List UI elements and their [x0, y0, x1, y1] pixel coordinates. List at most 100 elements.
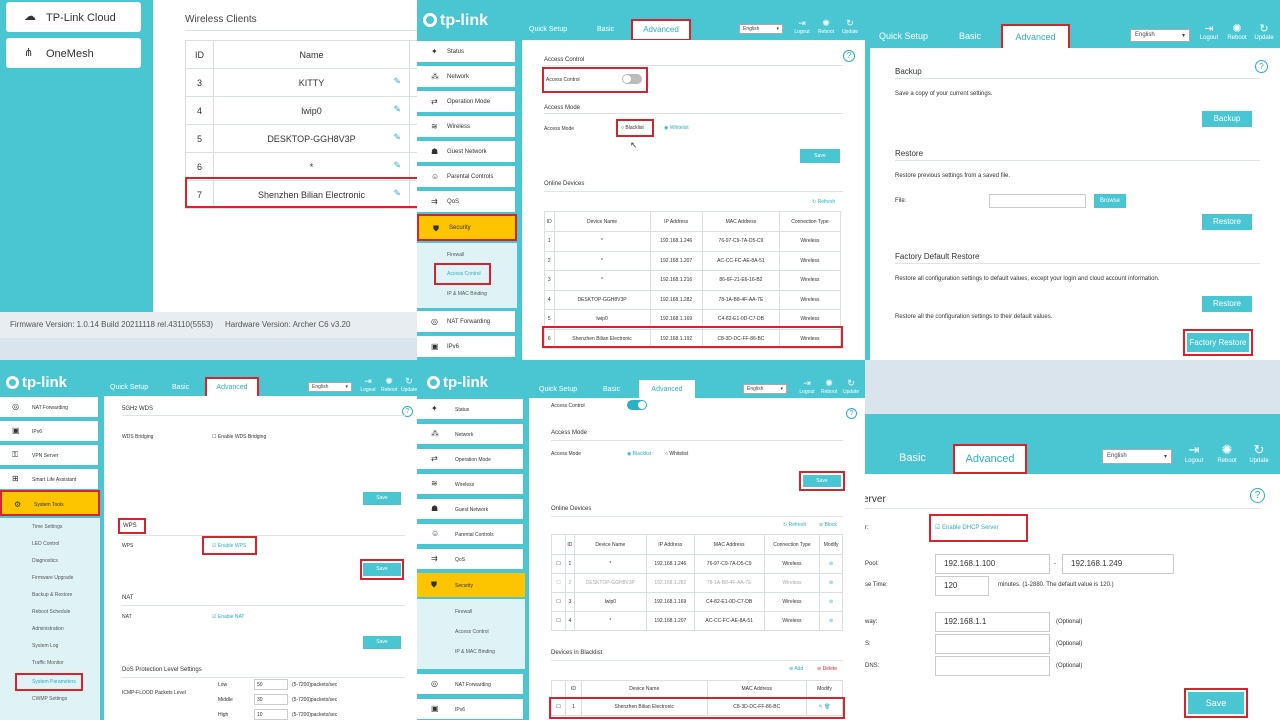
sidebar-item-guest-network[interactable]: ☗ Guest Network: [417, 499, 523, 519]
block-icon[interactable]: ⊘: [819, 611, 843, 631]
tab-advanced[interactable]: Advanced: [1001, 24, 1070, 50]
edit-icon[interactable]: ✎: [818, 703, 823, 710]
block-icon[interactable]: ⊘: [819, 573, 843, 593]
sidebar-item-qos[interactable]: ⇉ QoS: [417, 191, 515, 212]
help-icon[interactable]: ?: [843, 50, 855, 62]
sidebar-item-status[interactable]: ✦ Status: [417, 41, 515, 62]
reboot-button[interactable]: ✺ Reboot: [817, 18, 835, 35]
submenu-administration[interactable]: Administration: [32, 626, 64, 632]
submenu-firmware-upgrade[interactable]: Firmware Upgrade: [32, 575, 74, 581]
add-button[interactable]: ⊕ Add: [789, 666, 804, 672]
tab-basic[interactable]: Basic: [959, 31, 982, 41]
icmp-middle-input[interactable]: 30: [254, 694, 288, 705]
tab-basic[interactable]: Basic: [603, 386, 621, 393]
language-select[interactable]: English ▾: [743, 384, 787, 394]
sidebar-item-wireless[interactable]: ≋ Wireless: [417, 474, 523, 494]
language-select[interactable]: English ▾: [1102, 449, 1172, 464]
sidebar-item-operation-mode[interactable]: ⇄ Operation Mode: [417, 91, 515, 112]
tab-basic[interactable]: Basic: [597, 26, 615, 33]
pool-start-input[interactable]: 192.168.1.100: [935, 554, 1050, 574]
sidebar-item-wireless[interactable]: ≋ Wireless: [417, 116, 515, 137]
pool-end-input[interactable]: 192.168.1.249: [1062, 554, 1174, 574]
help-icon[interactable]: ?: [1250, 488, 1265, 503]
tab-basic[interactable]: Basic: [899, 452, 926, 464]
language-select[interactable]: English ▾: [739, 24, 783, 34]
submenu-cwmp-settings[interactable]: CWMP Settings: [32, 696, 68, 702]
save-button-wds[interactable]: Save: [363, 492, 401, 505]
tab-quick-setup[interactable]: Quick Setup: [529, 26, 568, 33]
update-button[interactable]: ↻ Update: [841, 18, 859, 35]
submenu-traffic-monitor[interactable]: Traffic Monitor: [32, 660, 64, 666]
submenu-access-control[interactable]: Access Control: [455, 629, 489, 635]
blacklist-radio[interactable]: ○ Blacklist: [621, 125, 644, 131]
onemesh-button[interactable]: ⋔ OneMesh: [6, 38, 141, 68]
sidebar-item-qos[interactable]: ⇉ QoS: [417, 549, 523, 569]
edit-icon[interactable]: ✎: [393, 104, 401, 114]
block-icon[interactable]: ⊘: [819, 554, 843, 574]
sidebar-item-nat-forwarding[interactable]: ◎ NAT Forwarding: [0, 397, 98, 417]
tab-quick-setup[interactable]: Quick Setup: [539, 386, 578, 393]
access-control-toggle[interactable]: [627, 400, 647, 410]
wds-checkbox[interactable]: ☐ Enable WDS Bridging: [212, 434, 267, 440]
logout-button[interactable]: ⇥ Logout: [799, 378, 815, 395]
submenu-system-log[interactable]: System Log: [32, 643, 59, 649]
sidebar-item-operation-mode[interactable]: ⇄ Operation Mode: [417, 449, 523, 469]
logout-button[interactable]: ⇥ Logout: [794, 18, 810, 35]
sidebar-item-network[interactable]: ⁂ Network: [417, 424, 523, 444]
help-icon[interactable]: ?: [402, 406, 413, 417]
submenu-firewall[interactable]: Firewall: [447, 252, 465, 258]
reboot-button[interactable]: ✺ Reboot: [821, 378, 838, 395]
row-checkbox[interactable]: ☐: [551, 573, 566, 593]
save-button[interactable]: Save: [1188, 692, 1244, 714]
sidebar-item-nat-forwarding[interactable]: ◎ NAT Forwarding: [417, 311, 515, 332]
submenu-reboot-schedule[interactable]: Reboot Schedule: [32, 609, 71, 615]
tab-quick-setup[interactable]: Quick Setup: [110, 384, 149, 391]
delete-button[interactable]: ⊖ Delete: [817, 666, 838, 672]
sidebar-item-parental-controls[interactable]: ☺ Parental Controls: [417, 524, 523, 544]
update-button[interactable]: ↻ Update: [1246, 442, 1272, 464]
tab-quick-setup[interactable]: Quick Setup: [879, 31, 929, 41]
tab-advanced[interactable]: Advanced: [631, 19, 691, 41]
file-input[interactable]: [989, 194, 1086, 208]
save-button-wps[interactable]: Save: [363, 563, 401, 576]
logout-button[interactable]: ⇥ Logout: [360, 376, 376, 393]
row-checkbox[interactable]: ☐: [551, 611, 566, 631]
whitelist-radio[interactable]: ○ Whitelist: [665, 451, 689, 457]
factory-restore-button[interactable]: Factory Restore: [1187, 333, 1249, 352]
submenu-system-parameters[interactable]: System Parameters: [32, 679, 76, 685]
icmp-low-input[interactable]: 50: [254, 679, 288, 690]
submenu-ip-mac-binding[interactable]: IP & MAC Binding: [455, 649, 495, 655]
sidebar-item-status[interactable]: ✦ Status: [417, 399, 523, 419]
tab-advanced[interactable]: Advanced: [953, 444, 1027, 474]
submenu-time-settings[interactable]: Time Settings: [32, 524, 63, 530]
dns1-input[interactable]: [935, 634, 1050, 654]
wps-checkbox[interactable]: ☑ Enable WPS: [212, 543, 247, 549]
sidebar-item-guest-network[interactable]: ☗ Guest Network: [417, 141, 515, 162]
sidebar-item-ipv6[interactable]: ▣ IPv6: [417, 336, 515, 357]
reboot-button[interactable]: ✺ Reboot: [381, 376, 398, 393]
submenu-backup-restore[interactable]: Backup & Restore: [32, 592, 73, 598]
sidebar-item-security[interactable]: ⛊ Security: [417, 573, 525, 597]
sidebar-item-nat-forwarding[interactable]: ◎ NAT Forwarding: [417, 674, 523, 694]
block-icon[interactable]: ⊘: [819, 592, 843, 612]
edit-icon[interactable]: ✎: [393, 132, 401, 142]
help-icon[interactable]: ?: [1255, 60, 1268, 73]
language-select[interactable]: English ▾: [308, 382, 352, 392]
lease-input[interactable]: 120: [935, 576, 989, 596]
cloud-button[interactable]: ☁ TP-Link Cloud: [6, 2, 141, 32]
icmp-high-input[interactable]: 10: [254, 709, 288, 720]
dns2-input[interactable]: [935, 656, 1050, 676]
submenu-ip-mac-binding[interactable]: IP & MAC Binding: [447, 291, 487, 297]
edit-icon[interactable]: ✎: [393, 160, 401, 170]
sidebar-item-ipv6[interactable]: ▣ IPv6: [0, 421, 98, 441]
sidebar-item-ipv6[interactable]: ▣ IPv6: [417, 699, 523, 719]
edit-icon[interactable]: ✎: [393, 188, 401, 198]
submenu-led-control[interactable]: LED Control: [32, 541, 60, 547]
logout-button[interactable]: ⇥ Logout: [1181, 442, 1207, 464]
sidebar-item-parental-controls[interactable]: ☺ Parental Controls: [417, 166, 515, 187]
backup-button[interactable]: Backup: [1202, 111, 1252, 127]
submenu-access-control[interactable]: Access Control: [447, 271, 481, 277]
update-button[interactable]: ↻ Update: [1252, 22, 1276, 41]
sidebar-item-vpn-server[interactable]: ⚿ VPN Server: [0, 445, 98, 465]
logout-button[interactable]: ⇥ Logout: [1197, 22, 1221, 41]
